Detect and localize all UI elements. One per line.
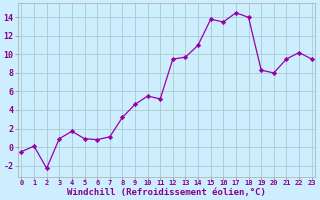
X-axis label: Windchill (Refroidissement éolien,°C): Windchill (Refroidissement éolien,°C) <box>67 188 266 197</box>
